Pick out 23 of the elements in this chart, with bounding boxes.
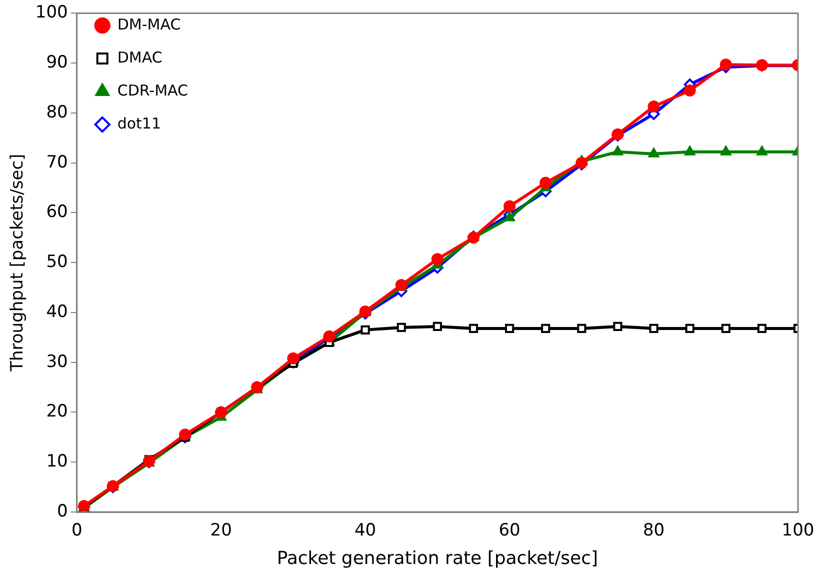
x-tick-label: 60: [498, 520, 520, 541]
legend-label: DMAC: [117, 48, 162, 66]
x-axis-title: Packet generation rate [packet/sec]: [276, 548, 598, 569]
y-tick-label: 0: [57, 501, 68, 522]
y-tick-label: 10: [46, 452, 68, 472]
legend-label: CDR-MAC: [117, 81, 188, 100]
y-tick-label: 40: [46, 302, 68, 322]
x-tick-label: 80: [642, 520, 665, 541]
y-tick-label: 20: [46, 402, 68, 422]
x-tick-label: 0: [71, 520, 82, 541]
y-tick-label: 30: [46, 352, 68, 372]
x-tick-label: 40: [354, 520, 376, 541]
y-tick-label: 90: [46, 52, 68, 72]
legend-label: DM-MAC: [117, 15, 181, 34]
y-tick-label: 50: [46, 252, 68, 272]
y-tick-label: 70: [46, 152, 68, 172]
y-tick-label: 100: [35, 2, 68, 23]
y-tick-label: 80: [46, 102, 68, 122]
legend-label: dot11: [117, 114, 162, 132]
y-axis-title: Throughput [packets/sec]: [8, 154, 28, 372]
x-tick-label: 20: [210, 520, 232, 541]
x-tick-label: 100: [782, 520, 814, 541]
y-tick-label: 60: [46, 202, 68, 222]
